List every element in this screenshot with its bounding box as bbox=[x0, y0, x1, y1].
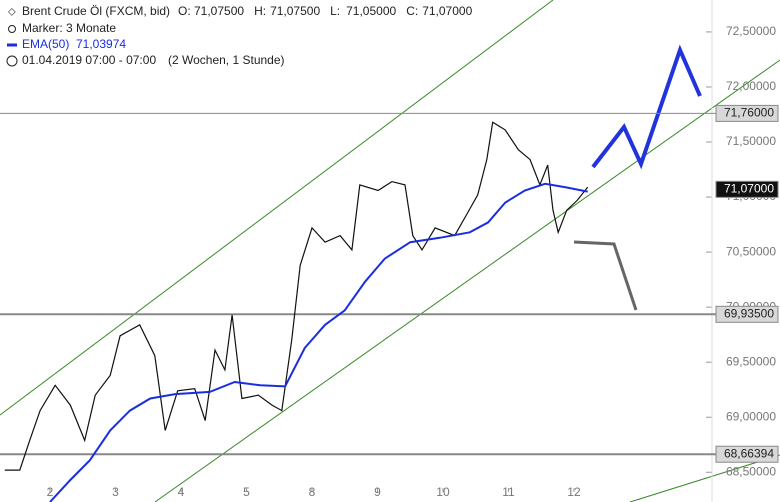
y-tick-label: 72,00000 bbox=[726, 79, 776, 93]
trend-line bbox=[629, 454, 780, 502]
ohlc-value: 71,07000 bbox=[422, 4, 472, 18]
x-tick-label: 9 bbox=[374, 485, 381, 499]
ema-label: EMA(50) bbox=[22, 37, 69, 51]
x-tick-label: 3 bbox=[112, 485, 119, 499]
current-price-label: 71,07000 bbox=[724, 182, 774, 196]
ohlc-label: L: bbox=[330, 4, 340, 18]
ohlc-value: 71,05000 bbox=[346, 4, 396, 18]
legend: ◇ Brent Crude Öl (FXCM, bid) O: 71,07500 H… bbox=[6, 4, 473, 67]
channel-upper bbox=[0, 0, 554, 416]
y-tick-label: 69,50000 bbox=[726, 354, 776, 368]
y-tick-label: 69,00000 bbox=[726, 409, 776, 423]
interval: (2 Wochen, 1 Stunde) bbox=[168, 53, 285, 67]
ohlc-value: 71,07500 bbox=[194, 4, 244, 18]
level-box bbox=[715, 305, 779, 323]
forecast-up bbox=[591, 44, 702, 170]
ohlc-label: O: bbox=[178, 4, 191, 18]
current-price-box bbox=[715, 180, 779, 198]
y-tick-label: 72,50000 bbox=[726, 24, 776, 38]
level-box bbox=[715, 104, 779, 122]
legend-icon: ◇ bbox=[8, 7, 16, 18]
y-tick-label: 70,50000 bbox=[726, 244, 776, 258]
y-tick-label: 68,50000 bbox=[726, 464, 776, 478]
x-tick-label: 10 bbox=[436, 485, 450, 499]
clock-icon bbox=[6, 55, 18, 67]
ema-value: 71,03974 bbox=[76, 37, 126, 51]
level-label: 71,76000 bbox=[724, 106, 774, 120]
x-tick-label: 4 bbox=[178, 485, 185, 499]
marker: Marker: 3 Monate bbox=[22, 21, 116, 35]
channel-lower bbox=[154, 59, 780, 502]
x-tick-label: 5 bbox=[243, 485, 250, 499]
ohlc: O: 71,07500 H: 71,07500 L: 71,05000 C: 71,07000 bbox=[178, 4, 473, 18]
ohlc-label: H: bbox=[254, 4, 266, 18]
level-label: 68,66394 bbox=[724, 446, 774, 460]
x-tick-label: 11 bbox=[502, 485, 515, 499]
level-label: 69,93500 bbox=[724, 306, 774, 320]
x-tick-label: 8 bbox=[309, 485, 316, 499]
forecast-down bbox=[573, 240, 638, 311]
y-tick-label: 71,50000 bbox=[726, 134, 776, 148]
period: 01.04.2019 07:00 - 07:00 bbox=[22, 53, 156, 67]
instrument: Brent Crude Öl (FXCM, bid) bbox=[22, 4, 170, 18]
x-tick-label: 12 bbox=[567, 485, 581, 499]
ema-line bbox=[49, 182, 588, 502]
ohlc-label: C: bbox=[406, 4, 418, 18]
x-tick-label: 2 bbox=[47, 485, 54, 499]
level-box bbox=[715, 445, 779, 463]
marker-icon bbox=[8, 25, 16, 33]
ohlc-value: 71,07500 bbox=[270, 4, 320, 18]
price-line bbox=[4, 121, 589, 471]
